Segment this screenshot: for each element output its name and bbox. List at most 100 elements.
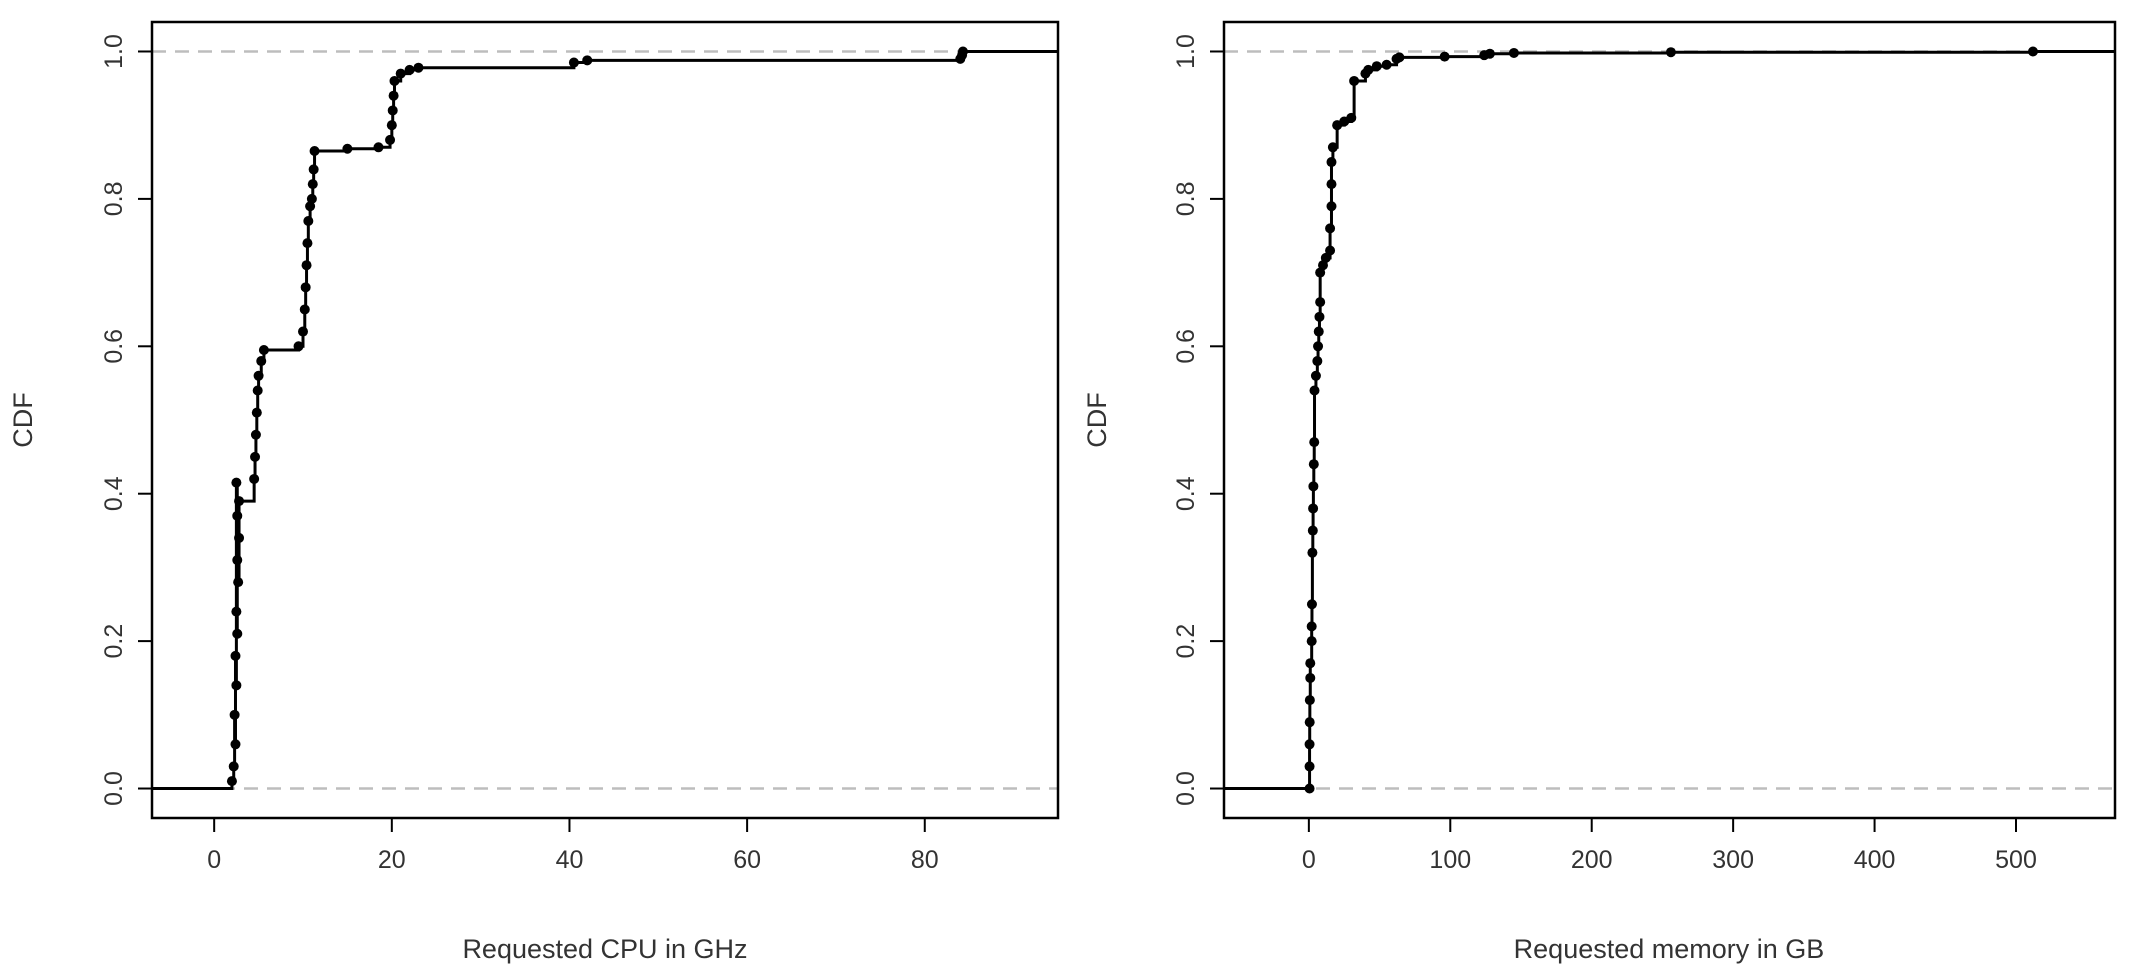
data-point bbox=[1304, 717, 1315, 728]
data-point bbox=[1307, 525, 1318, 536]
data-point bbox=[1308, 503, 1319, 514]
data-point bbox=[306, 193, 317, 204]
data-point bbox=[957, 46, 968, 57]
x-tick-label: 500 bbox=[1995, 846, 2037, 874]
data-point bbox=[251, 407, 262, 418]
y-tick-label: 0.0 bbox=[1172, 771, 1200, 806]
x-tick-label: 400 bbox=[1854, 846, 1896, 874]
data-point bbox=[387, 105, 398, 116]
data-point bbox=[1363, 64, 1374, 75]
data-point bbox=[388, 90, 399, 101]
data-point bbox=[231, 680, 242, 691]
data-point bbox=[253, 370, 264, 381]
data-point bbox=[1304, 761, 1315, 772]
data-point bbox=[233, 577, 244, 588]
cpu-y-axis: 0.0 0.2 0.4 0.6 0.8 1.0 bbox=[100, 34, 153, 806]
y-tick-label: 0.4 bbox=[100, 476, 128, 511]
data-point bbox=[303, 216, 314, 226]
data-point bbox=[1439, 51, 1450, 62]
x-tick-label: 0 bbox=[207, 846, 221, 874]
data-point bbox=[231, 477, 242, 488]
data-point bbox=[1508, 47, 1519, 58]
data-point bbox=[229, 709, 240, 720]
data-point bbox=[1346, 112, 1357, 123]
y-tick-label: 1.0 bbox=[100, 34, 128, 69]
memory-y-axis: 0.0 0.2 0.4 0.6 0.8 1.0 bbox=[1172, 34, 1225, 806]
cpu-plot-frame bbox=[150, 20, 1060, 820]
data-point bbox=[232, 555, 243, 566]
data-point bbox=[234, 496, 245, 507]
data-point bbox=[1312, 356, 1323, 367]
data-point bbox=[249, 473, 260, 484]
data-point bbox=[373, 142, 384, 153]
y-tick-label: 0.8 bbox=[100, 182, 128, 217]
data-point bbox=[1306, 599, 1317, 610]
data-point bbox=[1371, 61, 1382, 72]
cpu-x-axis: 0 20 40 60 80 bbox=[207, 817, 939, 874]
memory-y-axis-title: CDF bbox=[1082, 392, 1112, 448]
x-tick-label: 200 bbox=[1571, 846, 1613, 874]
x-tick-label: 0 bbox=[1302, 846, 1316, 874]
data-point bbox=[1315, 297, 1326, 308]
cpu-cdf-panel: 0 20 40 60 80 0.0 0.2 0.4 0.6 0.8 1.0 Requested C… bbox=[8, 20, 1060, 964]
memory-x-axis-title: Requested memory in GB bbox=[1514, 934, 1825, 964]
memory-cdf-panel: 0 100 200 300 400 500 0.0 0.2 0.4 0.6 0.8 1.0 Requ… bbox=[1082, 20, 2117, 964]
cpu-y-axis-title: CDF bbox=[8, 392, 38, 448]
data-point bbox=[2027, 46, 2038, 57]
data-point bbox=[1309, 385, 1320, 396]
data-point bbox=[234, 532, 245, 543]
y-tick-label: 0.4 bbox=[1172, 476, 1200, 511]
data-point bbox=[299, 304, 310, 315]
x-tick-label: 20 bbox=[378, 846, 406, 874]
data-point bbox=[1394, 52, 1405, 63]
x-tick-label: 40 bbox=[556, 846, 584, 874]
data-point bbox=[404, 64, 415, 75]
cpu-ecdf-step-line bbox=[152, 49, 1058, 791]
data-point bbox=[301, 260, 312, 271]
x-tick-label: 80 bbox=[911, 846, 939, 874]
cpu-x-axis-title: Requested CPU in GHz bbox=[462, 934, 747, 964]
x-tick-label: 300 bbox=[1712, 846, 1754, 874]
data-point bbox=[226, 776, 237, 787]
data-point bbox=[582, 55, 593, 66]
data-point bbox=[293, 341, 304, 352]
memory-ecdf-points bbox=[1304, 46, 2038, 794]
data-point bbox=[298, 326, 308, 337]
data-point bbox=[389, 75, 400, 86]
data-point bbox=[307, 179, 318, 190]
data-point bbox=[1304, 783, 1315, 794]
y-tick-label: 0.8 bbox=[1172, 182, 1200, 217]
y-tick-label: 0.6 bbox=[100, 329, 128, 364]
data-point bbox=[1304, 695, 1315, 706]
data-point bbox=[230, 650, 241, 661]
data-point bbox=[1381, 59, 1392, 70]
data-point bbox=[1665, 47, 1676, 58]
x-tick-label: 100 bbox=[1429, 846, 1471, 874]
memory-ecdf-step-line bbox=[1224, 49, 2115, 791]
data-point bbox=[395, 68, 406, 79]
data-point bbox=[1306, 621, 1317, 632]
y-tick-label: 0.6 bbox=[1172, 329, 1200, 364]
data-point bbox=[252, 385, 263, 396]
data-point bbox=[309, 145, 320, 156]
data-point bbox=[228, 761, 239, 772]
x-tick-label: 60 bbox=[733, 846, 761, 874]
memory-plot-frame bbox=[1222, 20, 2117, 820]
y-tick-label: 0.2 bbox=[1172, 624, 1200, 659]
data-point bbox=[1320, 252, 1331, 263]
data-point bbox=[1307, 547, 1318, 558]
data-point bbox=[1326, 157, 1337, 168]
data-point bbox=[250, 429, 261, 440]
data-point bbox=[302, 238, 313, 249]
y-tick-label: 1.0 bbox=[1172, 34, 1200, 69]
data-point bbox=[1310, 370, 1321, 381]
data-point bbox=[232, 628, 243, 639]
data-point bbox=[385, 134, 396, 145]
memory-x-axis: 0 100 200 300 400 500 bbox=[1302, 817, 2037, 874]
data-point bbox=[1304, 739, 1315, 750]
data-point bbox=[1308, 481, 1319, 492]
data-point bbox=[568, 57, 579, 68]
data-point bbox=[231, 606, 242, 617]
data-point bbox=[1326, 201, 1337, 212]
